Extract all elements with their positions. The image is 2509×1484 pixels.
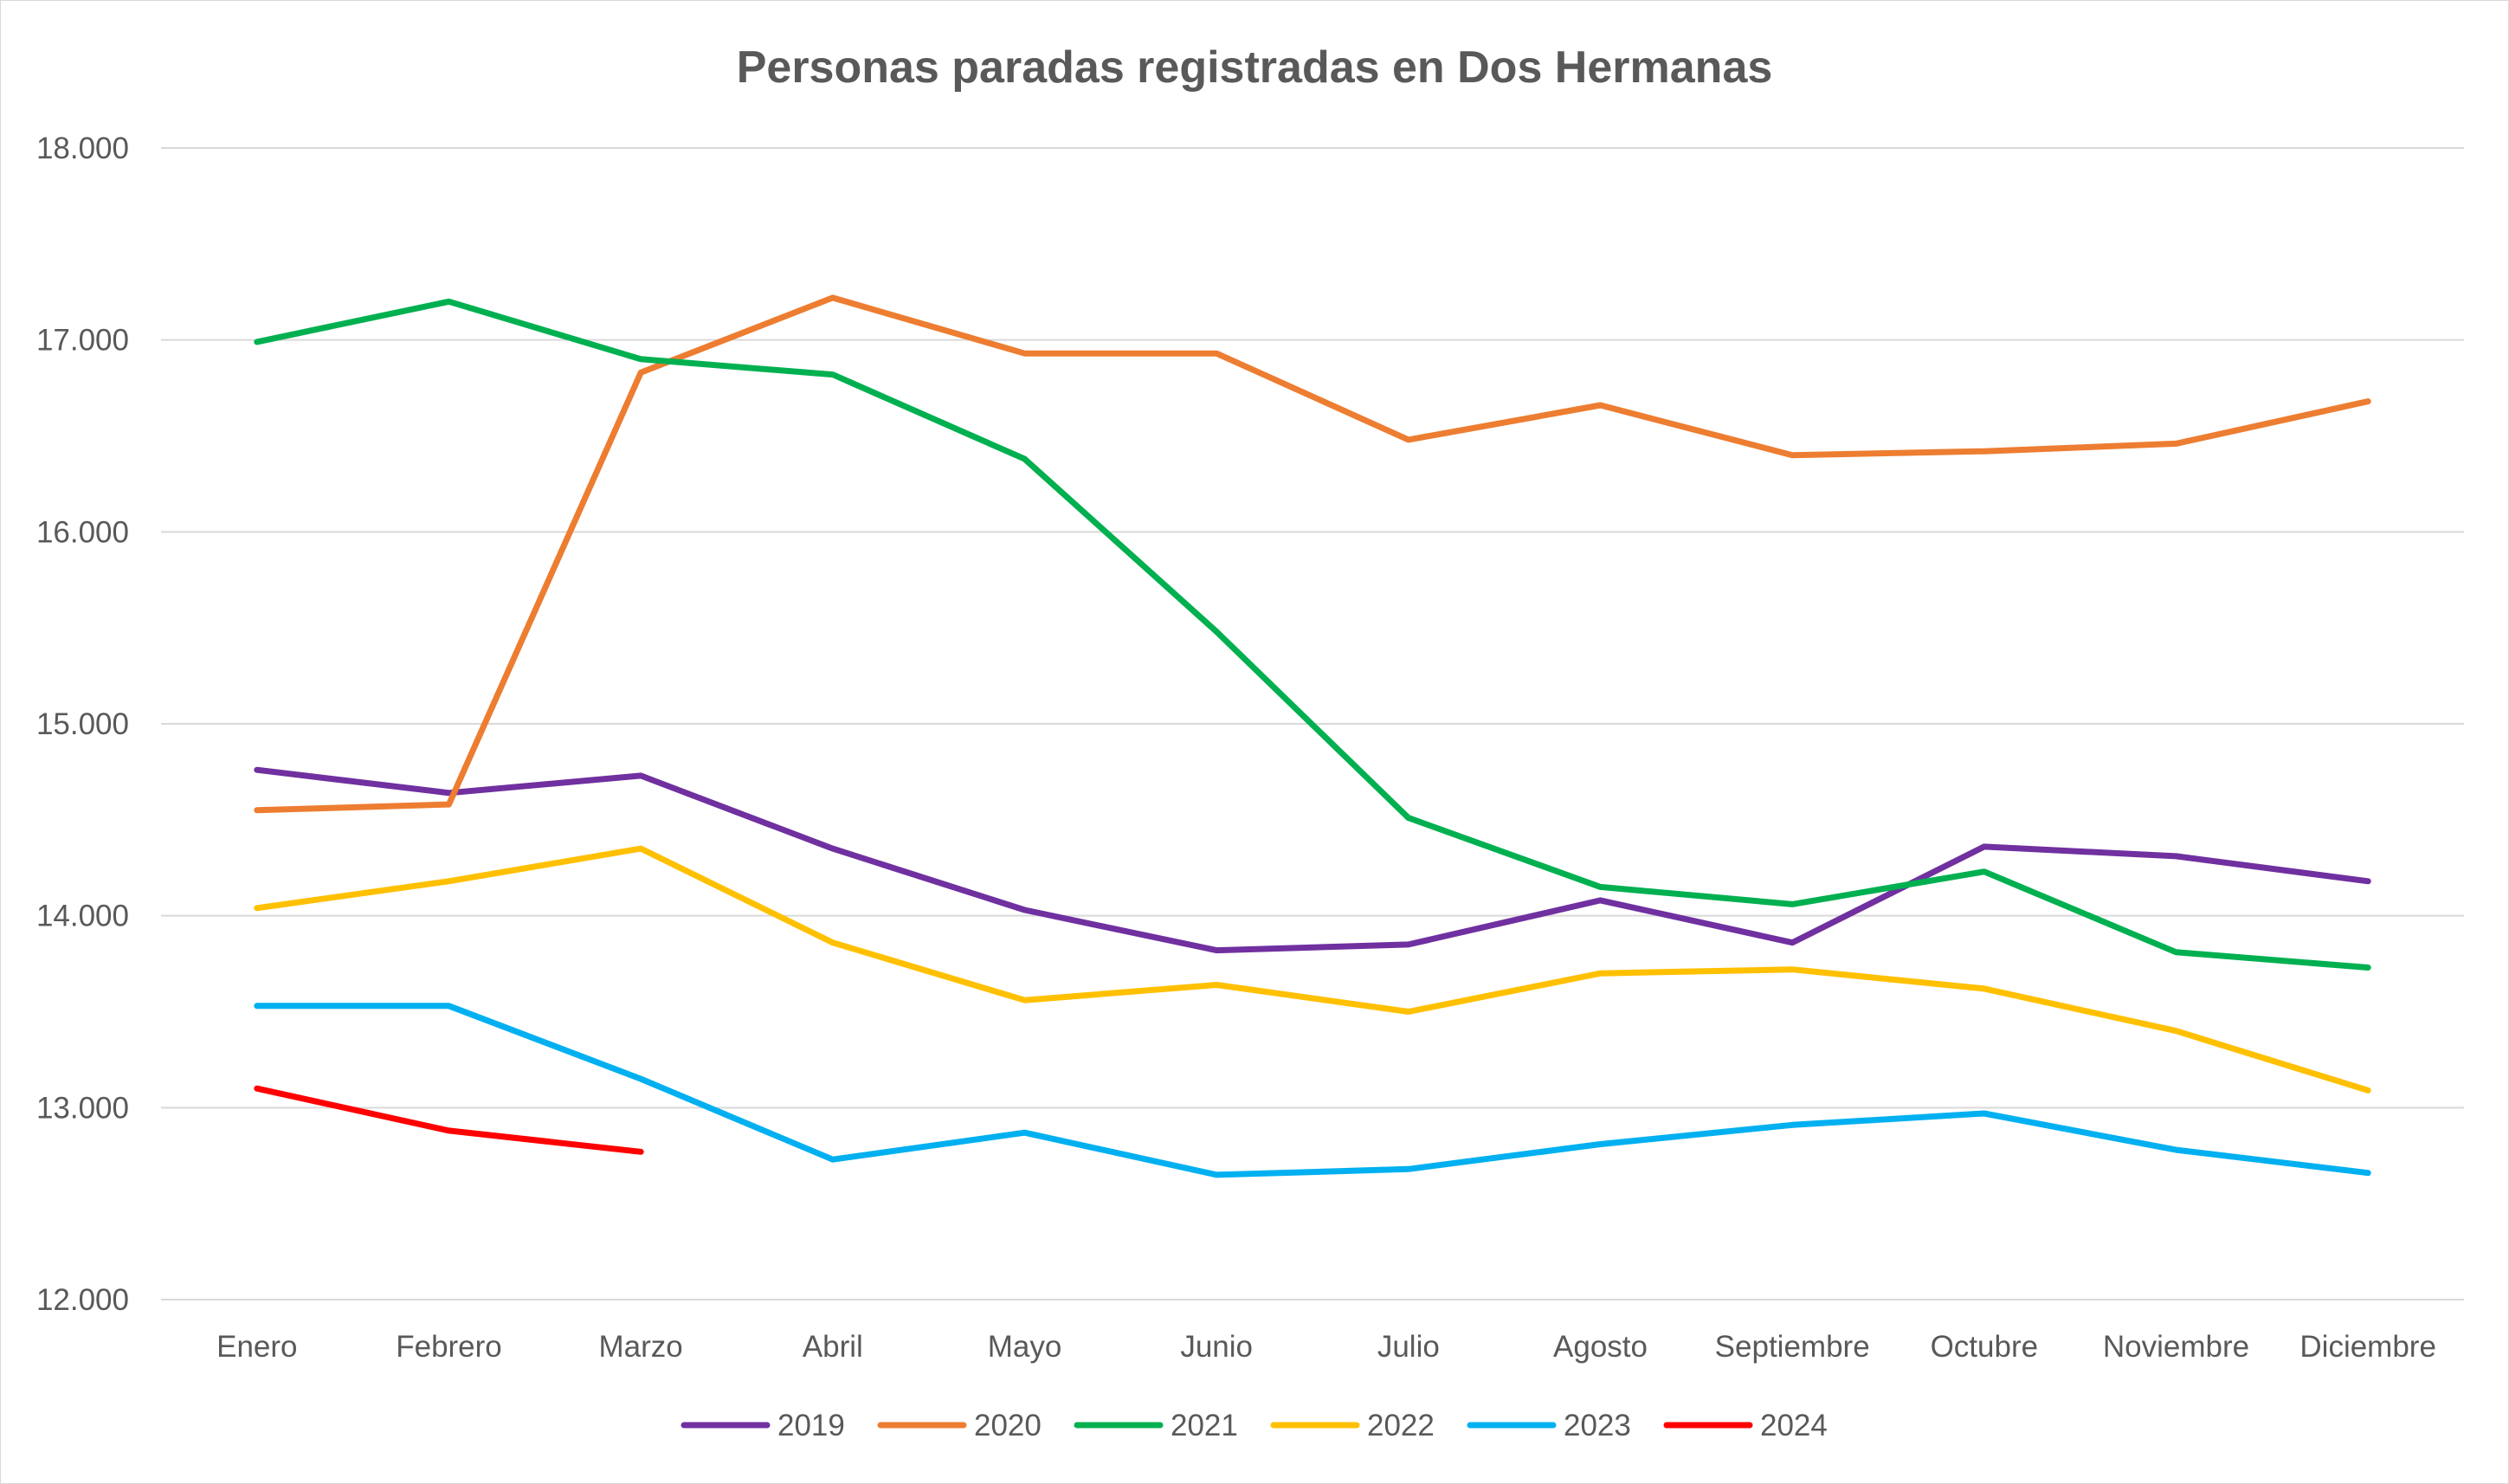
- legend-label: 2020: [974, 1409, 1042, 1442]
- legend-item-2023: 2023: [1467, 1409, 1631, 1442]
- x-tick-label: Mayo: [988, 1330, 1062, 1364]
- x-tick-label: Enero: [216, 1330, 297, 1364]
- x-tick-label: Agosto: [1553, 1330, 1648, 1364]
- x-tick-label: Diciembre: [2299, 1330, 2436, 1364]
- x-tick-label: Marzo: [599, 1330, 683, 1364]
- x-tick-label: Febrero: [396, 1330, 502, 1364]
- x-tick-label: Junio: [1180, 1330, 1253, 1364]
- legend-label: 2022: [1367, 1409, 1435, 1442]
- legend-label: 2021: [1171, 1409, 1238, 1442]
- legend: 2019 2020 2021 2022 2023 2024: [680, 1409, 1828, 1442]
- legend-label: 2024: [1760, 1409, 1828, 1442]
- y-tick-label: 12.000: [36, 1283, 129, 1317]
- x-tick-label: Julio: [1377, 1330, 1440, 1364]
- legend-label: 2023: [1564, 1409, 1631, 1442]
- series-line-2023: [254, 1003, 2371, 1178]
- legend-label: 2019: [777, 1409, 845, 1442]
- series-line-2019: [254, 766, 2371, 954]
- y-tick-label: 17.000: [36, 324, 129, 358]
- series-line-2021: [254, 298, 2371, 971]
- legend-item-2021: 2021: [1074, 1409, 1238, 1442]
- y-tick-label: 13.000: [36, 1091, 129, 1125]
- x-axis-tick-labels: Enero Febrero Marzo Abril Mayo Junio Julio Agos…: [216, 1330, 2436, 1364]
- series-line-2022: [254, 845, 2371, 1094]
- x-tick-label: Noviembre: [2103, 1330, 2249, 1364]
- gridlines: [161, 147, 2464, 1300]
- series-line-2020: [254, 294, 2371, 814]
- legend-item-2020: 2020: [877, 1409, 1042, 1442]
- x-tick-label: Octubre: [1931, 1330, 2039, 1364]
- y-axis-tick-labels: 12.000 13.000 14.000 15.000 16.000 17.000 18.0…: [36, 132, 129, 1317]
- x-tick-label: Abril: [803, 1330, 863, 1364]
- x-tick-label: Septiembre: [1715, 1330, 1870, 1364]
- y-tick-label: 18.000: [36, 132, 129, 165]
- series-line-2024: [254, 1085, 644, 1155]
- y-tick-label: 14.000: [36, 900, 129, 933]
- series-lines: [254, 294, 2371, 1178]
- chart-title: Personas paradas registradas en Dos Herm…: [737, 42, 1773, 93]
- legend-item-2024: 2024: [1663, 1409, 1828, 1442]
- y-tick-label: 15.000: [36, 707, 129, 741]
- legend-item-2022: 2022: [1270, 1409, 1435, 1442]
- y-tick-label: 16.000: [36, 515, 129, 549]
- legend-item-2019: 2019: [680, 1409, 845, 1442]
